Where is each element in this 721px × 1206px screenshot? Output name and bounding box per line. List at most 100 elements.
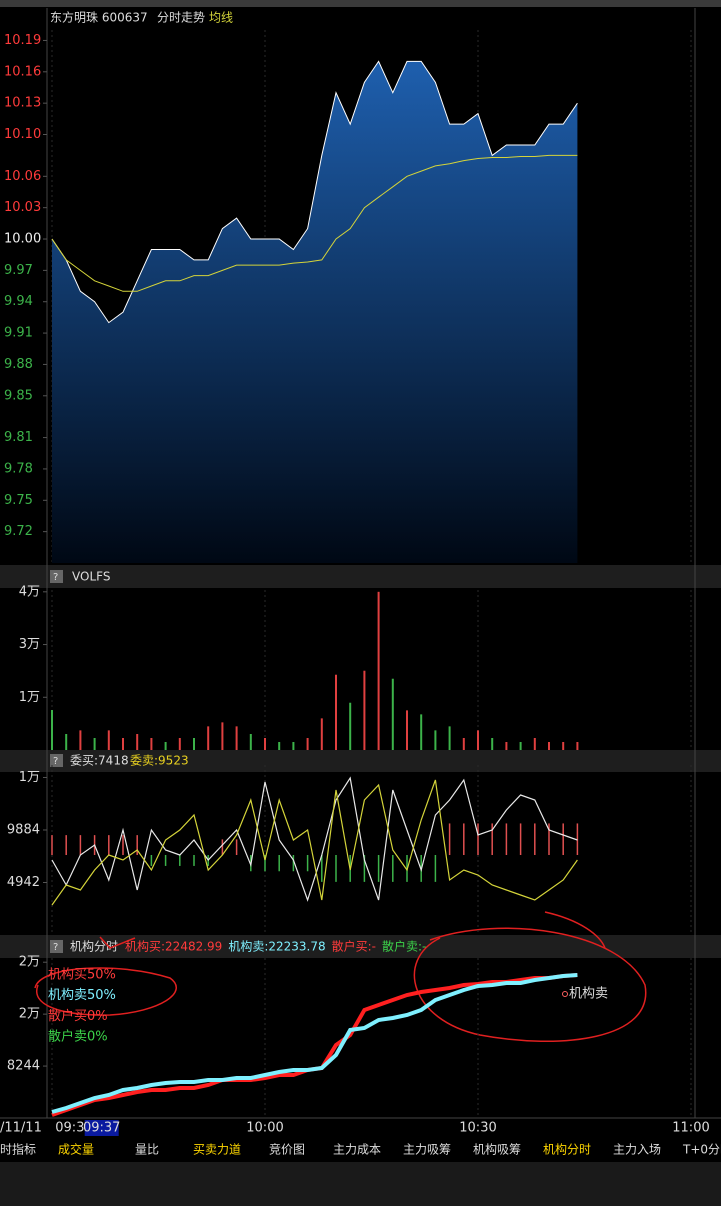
tab[interactable]: 时指标 (0, 1142, 36, 1157)
histogram-bar (363, 855, 366, 882)
histogram-bar (150, 855, 153, 866)
y-tick-label: 8244 (7, 1059, 40, 1074)
hand-annotation (99, 936, 136, 949)
histogram-bar (321, 855, 323, 882)
help-mark: ? (53, 756, 58, 767)
tab[interactable]: 买卖力道 (193, 1143, 241, 1157)
histogram-bar (477, 823, 479, 856)
histogram-bar (122, 835, 124, 856)
price-area (52, 61, 578, 564)
volume-bar (249, 734, 252, 750)
y-tick-label: 9.91 (4, 326, 33, 341)
volume-bar (363, 670, 366, 750)
help-icon[interactable] (50, 754, 63, 767)
histogram-bar (193, 855, 195, 866)
y-tick-label: 9.75 (4, 493, 33, 508)
y-tick-label: 10.00 (4, 232, 41, 247)
cursor-time: 09:37 (83, 1121, 120, 1136)
histogram-bar (179, 855, 181, 866)
volume-bar (136, 734, 139, 750)
hand-annotation (34, 967, 177, 1016)
histogram-bar (292, 855, 295, 872)
avg-line (51, 154, 578, 292)
histogram-bar (306, 855, 309, 872)
hand-annotation (413, 927, 647, 1042)
help-icon[interactable] (50, 570, 63, 583)
series-line (51, 776, 578, 902)
volume-bar (178, 738, 181, 750)
y-tick-label: 10.10 (4, 127, 41, 142)
volume-bar (164, 742, 167, 750)
volume-bar (150, 738, 153, 750)
tab[interactable]: 量比 (135, 1143, 159, 1157)
volume-bar (193, 738, 195, 750)
tab[interactable]: 主力吸筹 (403, 1143, 451, 1157)
y-tick-label: 10.13 (4, 96, 41, 111)
volume-bar (491, 738, 494, 750)
histogram-bar (534, 823, 536, 856)
help-mark: ? (53, 572, 58, 583)
y-tick-label: 4942 (7, 875, 40, 890)
avg-label: 均线 (209, 11, 233, 25)
y-tick-label: 1万 (19, 690, 40, 705)
x-tick-label: 11:00 (672, 1121, 709, 1136)
panel-header (0, 565, 721, 588)
panel-header (0, 750, 721, 772)
header-value: 机构买:22482.99 (125, 939, 222, 954)
legend-entry: 机构买50% (48, 968, 116, 983)
volume-bar (349, 702, 352, 750)
series-line (51, 779, 578, 906)
tab[interactable]: 机构分时 (543, 1142, 591, 1157)
tab[interactable]: 主力成本 (333, 1143, 381, 1157)
histogram-bar (164, 855, 167, 866)
cursor-box (84, 1120, 119, 1136)
y-tick-label: 2万 (19, 1007, 40, 1022)
panel-title: 委买:7418 (70, 754, 129, 768)
tab[interactable]: T+0分时 (682, 1143, 721, 1157)
volume-bar (462, 738, 465, 750)
histogram-bar (79, 835, 82, 856)
y-tick-label: 1万 (19, 770, 40, 785)
header-value: 散户买:- (332, 939, 376, 954)
price-line (51, 60, 578, 324)
volume-bar (548, 742, 550, 750)
help-icon[interactable] (50, 940, 63, 953)
legend-entry: 散户卖0% (48, 1029, 108, 1045)
volume-bar (107, 730, 110, 750)
histogram-bar (136, 835, 138, 856)
histogram-bar (278, 855, 280, 872)
volume-bar (448, 726, 451, 750)
volume-bar (505, 742, 508, 750)
y-tick-label: 9.81 (4, 430, 33, 445)
histogram-bar (505, 823, 508, 856)
header-value: 机构卖:22233.78 (228, 939, 325, 954)
histogram-bar (264, 855, 266, 872)
volume-bar (434, 730, 437, 750)
histogram-bar (548, 823, 550, 856)
tab[interactable]: 主力入场 (613, 1143, 661, 1157)
volume-bar (533, 738, 536, 750)
volume-bar (79, 730, 82, 750)
y-tick-label: 9884 (7, 822, 40, 837)
tab[interactable]: 竞价图 (269, 1143, 305, 1157)
volume-bar (562, 742, 565, 750)
histogram-bar (377, 855, 380, 882)
volume-bar (122, 738, 124, 750)
help-mark: ? (53, 942, 58, 953)
histogram-bar (51, 835, 53, 856)
y-tick-label: 9.72 (4, 524, 33, 539)
y-tick-label: 10.06 (4, 169, 41, 184)
volume-bar (221, 722, 224, 750)
histogram-bar (235, 839, 238, 856)
panel-title: VOLFS (72, 570, 110, 584)
x-tick-label: 10:30 (459, 1121, 496, 1136)
tab[interactable]: 成交量 (58, 1142, 94, 1157)
histogram-bar (463, 823, 465, 856)
y-tick-label: 2万 (19, 955, 40, 970)
volume-bar (292, 742, 295, 750)
y-tick-label: 9.97 (4, 263, 33, 278)
histogram-bar (448, 823, 451, 856)
y-tick-label: 9.78 (4, 461, 33, 476)
tab[interactable]: 机构吸筹 (473, 1142, 521, 1157)
x-tick-label: 09:30 (55, 1121, 92, 1136)
